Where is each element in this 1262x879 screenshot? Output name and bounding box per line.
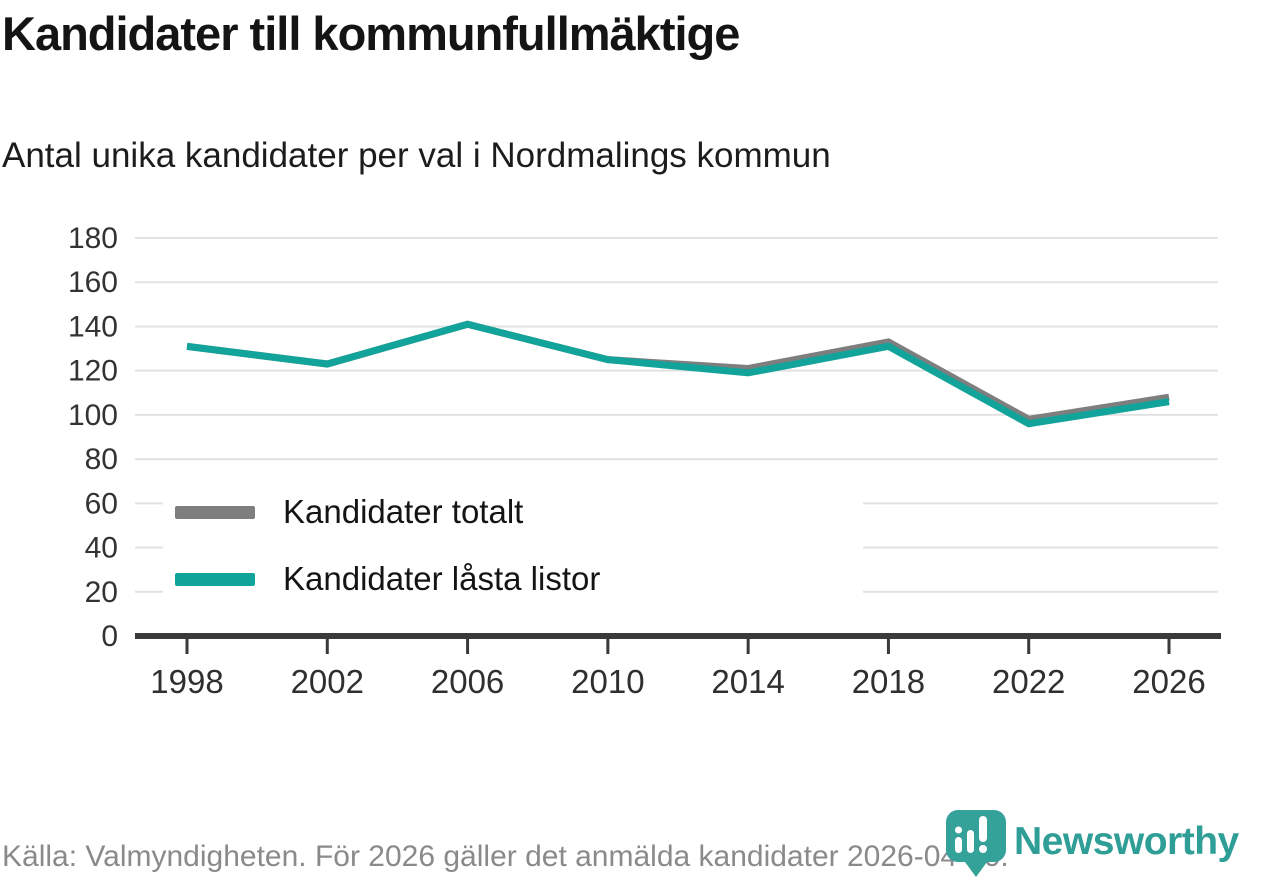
x-axis-label: 2022	[992, 663, 1065, 700]
x-axis-label: 2026	[1132, 663, 1205, 700]
x-axis-label: 2006	[431, 663, 504, 700]
legend-swatch-total	[175, 505, 255, 519]
x-axis-label: 2014	[711, 663, 784, 700]
legend: Kandidater totalt Kandidater låsta listo…	[163, 487, 863, 604]
y-axis-label: 0	[101, 620, 118, 653]
legend-label: Kandidater totalt	[283, 493, 524, 530]
chart-title: Kandidater till kommunfullmäktige	[2, 7, 740, 60]
y-axis-label: 160	[68, 266, 118, 299]
x-axis-label: 2018	[852, 663, 925, 700]
y-axis-label: 100	[68, 399, 118, 432]
legend-label: Kandidater låsta listor	[283, 560, 601, 597]
newsworthy-wordmark: Newsworthy	[1014, 820, 1239, 863]
y-axis-label: 60	[85, 487, 118, 520]
x-axis-label: 1998	[150, 663, 223, 700]
y-axis-label: 20	[85, 576, 118, 609]
chart-subtitle: Antal unika kandidater per val i Nordmal…	[2, 136, 831, 175]
y-axis-label: 180	[68, 222, 118, 255]
source-note: Källa: Valmyndigheten. För 2026 gäller d…	[2, 840, 1009, 873]
y-axis-label: 40	[85, 532, 118, 565]
y-axis-label: 80	[85, 443, 118, 476]
legend-item: Kandidater låsta listor	[163, 554, 863, 604]
series-line-kandidater-totalt	[186, 320, 1170, 423]
y-axis-label: 120	[68, 355, 118, 388]
newsworthy-logo-icon	[946, 810, 1006, 877]
legend-item: Kandidater totalt	[163, 487, 863, 537]
legend-swatch-locked	[175, 572, 255, 586]
series-line-kandidater-l-sta-listor	[186, 320, 1170, 428]
x-axis-label: 2002	[291, 663, 364, 700]
y-axis-label: 140	[68, 310, 118, 343]
newsworthy-logo: Newsworthy	[942, 806, 1262, 879]
x-axis-label: 2010	[571, 663, 644, 700]
